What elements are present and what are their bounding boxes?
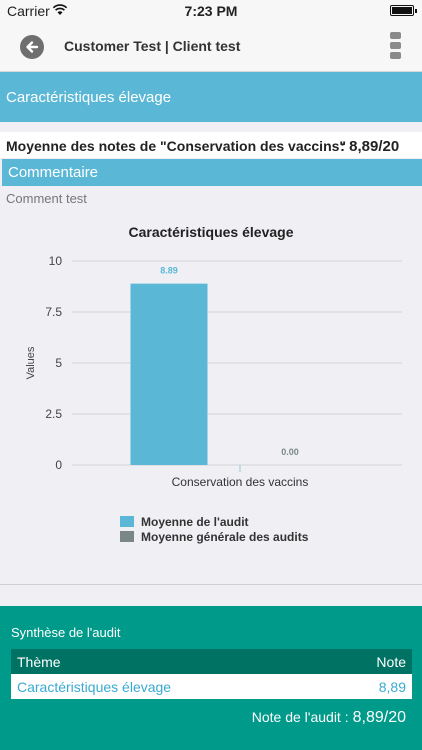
audit-synthesis: Synthèse de l'audit Thème Note Caractéri… <box>0 606 422 750</box>
y-tick-label: 7.5 <box>45 305 62 319</box>
battery-icon <box>390 5 417 16</box>
y-tick-label: 0 <box>55 458 62 472</box>
navigation-bar: Customer Test | Client test <box>0 22 422 72</box>
bar-chart: Caractéristiques élevage 0 2.5 5 7.5 10 Values… <box>0 215 422 585</box>
y-tick-label: 2.5 <box>45 407 62 421</box>
synthesis-table-header: Thème Note <box>11 649 412 674</box>
chart-svg: Caractéristiques élevage 0 2.5 5 7.5 10 Values… <box>25 224 402 544</box>
table-row[interactable]: Caractéristiques élevage 8,89 <box>11 674 412 699</box>
theme-column-header: Thème <box>17 654 61 670</box>
audit-total-value: 8,89/20 <box>352 709 406 726</box>
page-title: Customer Test | Client test <box>64 38 241 54</box>
clock: 7:23 PM <box>184 3 238 19</box>
status-bar: Carrier 7:23 PM <box>0 0 422 22</box>
average-value: : 8,89/20 <box>340 138 400 155</box>
data-label: 0.00 <box>281 447 299 457</box>
data-label: 8.89 <box>160 266 178 276</box>
wifi-icon <box>52 4 68 15</box>
synthesis-title: Synthèse de l'audit <box>11 625 121 640</box>
average-label: Moyenne des notes de "Conservation des v… <box>6 138 347 154</box>
menu-icon-bar <box>390 32 401 39</box>
divider <box>0 584 422 585</box>
y-axis-label: Values <box>25 346 37 379</box>
back-button[interactable] <box>20 35 44 59</box>
legend-label: Moyenne générale des audits <box>141 530 309 544</box>
audit-total: Note de l'audit :8,89/20 <box>252 709 406 727</box>
note-cell: 8,89 <box>378 679 406 695</box>
y-tick-label: 10 <box>49 254 63 268</box>
menu-icon-bar <box>390 42 401 49</box>
menu-button[interactable] <box>390 32 402 62</box>
comment-header: Commentaire <box>2 159 422 186</box>
audit-total-label: Note de l'audit : <box>251 709 349 725</box>
y-tick-label: 5 <box>55 356 62 370</box>
menu-icon-bar <box>390 52 401 59</box>
bar-audit-average <box>130 283 208 465</box>
legend-swatch <box>120 516 134 527</box>
average-row: Moyenne des notes de "Conservation des v… <box>0 132 422 158</box>
section-header: Caractéristiques élevage <box>0 72 422 122</box>
arrow-left-icon <box>26 41 39 53</box>
carrier-label: Carrier <box>7 3 50 19</box>
note-column-header: Note <box>376 654 406 670</box>
x-tick-label: Conservation des vaccins <box>172 475 309 489</box>
synthesis-table: Thème Note Caractéristiques élevage 8,89 <box>11 649 412 699</box>
theme-cell: Caractéristiques élevage <box>17 679 172 695</box>
legend-swatch <box>120 531 134 542</box>
legend-label: Moyenne de l'audit <box>141 515 249 529</box>
chart-title: Caractéristiques élevage <box>129 224 294 240</box>
comment-text: Comment test <box>6 191 87 206</box>
